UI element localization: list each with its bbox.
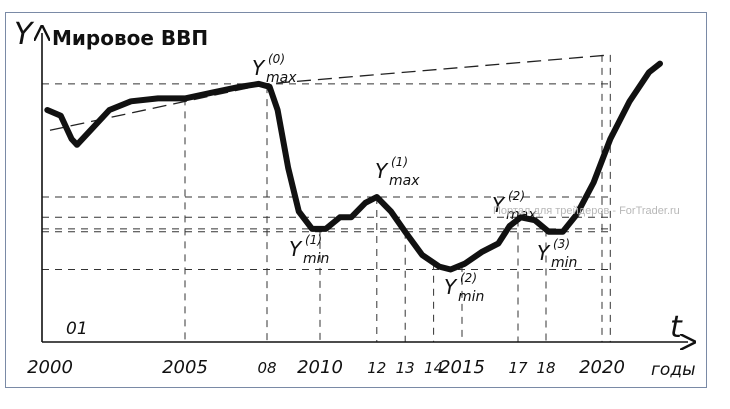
x-tick-label-6: 14 [424, 359, 443, 377]
svg-text:(1): (1) [305, 233, 322, 247]
svg-text:Y: Y [289, 237, 303, 261]
svg-text:Y: Y [492, 193, 506, 217]
svg-text:(2): (2) [508, 189, 525, 203]
x-tick-label-4: 12 [367, 359, 386, 377]
inner-label-01: 01 [66, 319, 88, 339]
svg-text:Y: Y [252, 56, 266, 80]
svg-text:max: max [506, 207, 537, 223]
x-tick-label-2: 08 [257, 359, 276, 377]
gdp-line [44, 60, 663, 273]
svg-text:max: max [389, 173, 420, 189]
x-tick-label-3: 2010 [297, 357, 343, 378]
svg-text:(0): (0) [268, 52, 285, 66]
svg-text:min: min [303, 251, 329, 267]
svg-text:Y: Y [444, 275, 458, 299]
x-unit-label: годы [651, 360, 696, 380]
y-axis-label: Y [14, 17, 35, 52]
svg-text:min: min [458, 289, 484, 305]
svg-text:max: max [266, 70, 297, 86]
x-tick-label-10: 2020 [579, 357, 625, 378]
svg-text:min: min [551, 255, 577, 271]
svg-text:Y: Y [375, 159, 389, 183]
grid-lines [42, 54, 611, 342]
trend-line [49, 54, 611, 131]
svg-text:(3): (3) [553, 237, 570, 251]
watermark: Портал для трейдеров - ForTrader.ru [493, 205, 680, 217]
x-tick-label-9: 18 [536, 359, 555, 377]
x-tick-label-0: 2000 [27, 357, 73, 378]
x-axis-label: t [670, 310, 683, 345]
x-tick-label-7: 2015 [439, 357, 485, 378]
x-tick-label-8: 17 [508, 359, 528, 377]
x-tick-label-5: 13 [396, 359, 415, 377]
x-tick-label-1: 2005 [162, 357, 208, 378]
svg-text:Y: Y [537, 241, 551, 265]
chart-title: Мировое ВВП [52, 26, 208, 50]
chart-frame [5, 12, 707, 388]
svg-text:(2): (2) [460, 271, 477, 285]
svg-text:(1): (1) [391, 155, 408, 169]
